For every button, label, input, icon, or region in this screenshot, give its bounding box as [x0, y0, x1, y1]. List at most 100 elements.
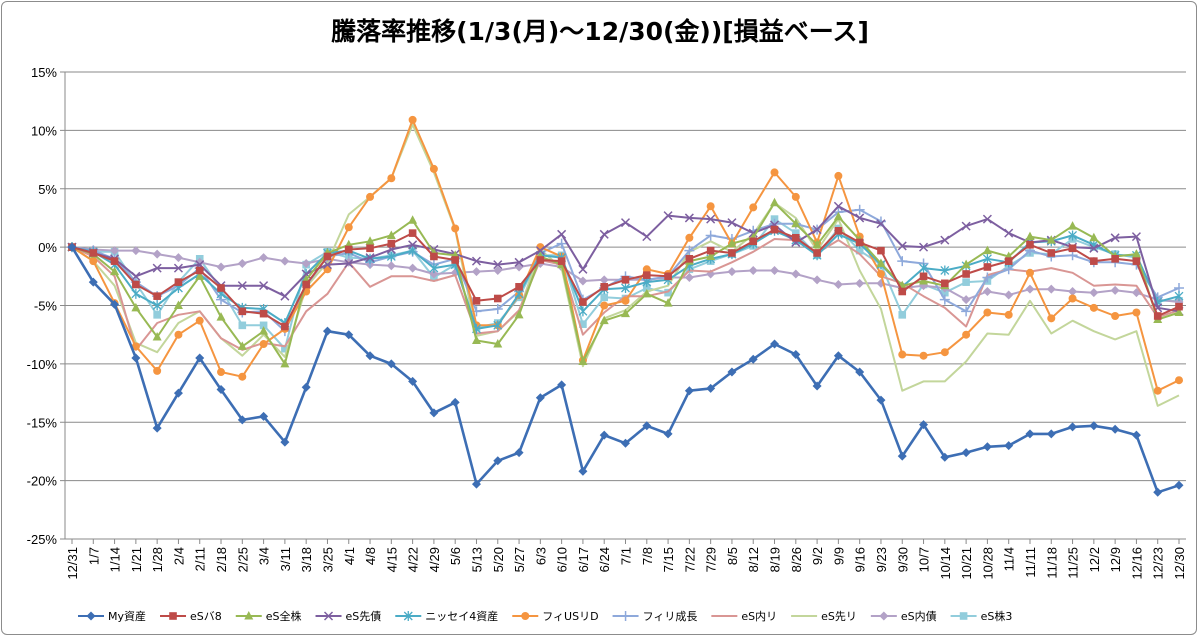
data-point [1025, 429, 1035, 439]
data-point [216, 262, 226, 272]
data-point [173, 253, 183, 263]
data-point [982, 286, 992, 296]
data-point [876, 258, 886, 267]
x-tick-label: 3/25 [320, 547, 335, 572]
x-tick-label: 2/4 [171, 547, 186, 565]
data-point [727, 238, 737, 248]
data-point [770, 265, 780, 275]
data-point [259, 340, 268, 349]
data-point [89, 257, 98, 266]
data-point [770, 225, 779, 234]
data-point [259, 326, 269, 335]
data-point [812, 275, 822, 285]
legend-label: eS先リ [821, 610, 857, 623]
series-line [71, 118, 1180, 392]
data-point [749, 203, 758, 212]
data-point [939, 294, 950, 305]
data-point [280, 291, 290, 301]
x-tick-label: 9/23 [874, 547, 889, 572]
data-point [1068, 221, 1078, 230]
data-point [770, 339, 780, 349]
legend-marker [620, 611, 631, 621]
axes: 15% 10% 5% 0% -5% -10% -15% -20% -25% 12/31 1/7 1/1… [27, 65, 1187, 580]
data-point [579, 320, 587, 328]
data-point [1068, 422, 1078, 432]
data-point [1132, 308, 1141, 317]
data-point [791, 350, 801, 360]
data-point [365, 236, 375, 245]
x-tick-label: 12/23 [1151, 547, 1166, 580]
legend-marker [959, 612, 968, 620]
data-point [153, 366, 162, 375]
data-point [131, 271, 141, 281]
legend-item: eS先リ [791, 610, 857, 623]
data-point [408, 263, 418, 273]
data-point [131, 288, 141, 299]
data-point [621, 276, 630, 284]
data-point [173, 388, 183, 398]
data-point [88, 277, 98, 287]
data-point [387, 174, 396, 183]
data-point [621, 296, 630, 305]
x-tick-label: 7/29 [704, 547, 719, 572]
data-point [471, 335, 481, 345]
x-tick-label: 6/24 [597, 547, 612, 572]
data-point [322, 326, 332, 336]
data-point [600, 283, 609, 291]
x-tick-label: 5/20 [491, 547, 506, 572]
data-point [833, 211, 843, 221]
data-point [940, 452, 950, 462]
data-point [812, 225, 822, 235]
data-point [600, 301, 609, 310]
data-point [217, 368, 226, 377]
data-point [897, 241, 907, 251]
data-point [259, 309, 268, 318]
legend-item: eS全株 [235, 609, 302, 623]
data-point [982, 245, 992, 255]
data-point [728, 249, 736, 257]
data-point [1089, 232, 1099, 242]
data-point [919, 272, 928, 281]
data-point [642, 265, 651, 274]
data-point [471, 267, 481, 277]
x-tick-label: 9/2 [810, 547, 825, 565]
data-point [259, 253, 269, 263]
data-point [1004, 310, 1013, 319]
data-point [898, 311, 907, 319]
data-point [110, 246, 120, 256]
data-point [1004, 257, 1013, 265]
data-point [962, 278, 970, 286]
data-point [600, 293, 609, 302]
data-point [514, 309, 524, 319]
data-point [1068, 286, 1078, 296]
data-point [556, 238, 567, 249]
data-point [1047, 249, 1056, 257]
data-point [557, 229, 567, 239]
gridlines [65, 71, 1186, 540]
data-point [238, 321, 247, 330]
data-point [940, 348, 949, 357]
data-point [237, 281, 247, 291]
data-point [216, 385, 226, 395]
data-point [1004, 290, 1014, 300]
data-point [237, 415, 247, 425]
y-tick-label: -25% [27, 532, 58, 547]
data-point [1089, 243, 1099, 253]
data-point [1090, 257, 1098, 265]
data-point [1153, 487, 1163, 497]
data-point [1025, 268, 1034, 277]
x-tick-label: 1/7 [86, 547, 101, 565]
data-point [1131, 249, 1141, 258]
x-tick-label: 11/11 [1023, 547, 1038, 578]
data-point [620, 218, 631, 228]
data-point [1046, 235, 1056, 244]
y-tick-label: -15% [27, 415, 58, 430]
data-point [1132, 257, 1141, 265]
x-tick-label: 9/16 [853, 547, 868, 572]
data-point [152, 263, 162, 273]
data-point [642, 271, 651, 279]
data-point [855, 213, 865, 223]
data-point [152, 332, 162, 341]
data-point [174, 278, 183, 286]
data-point [1153, 386, 1162, 395]
